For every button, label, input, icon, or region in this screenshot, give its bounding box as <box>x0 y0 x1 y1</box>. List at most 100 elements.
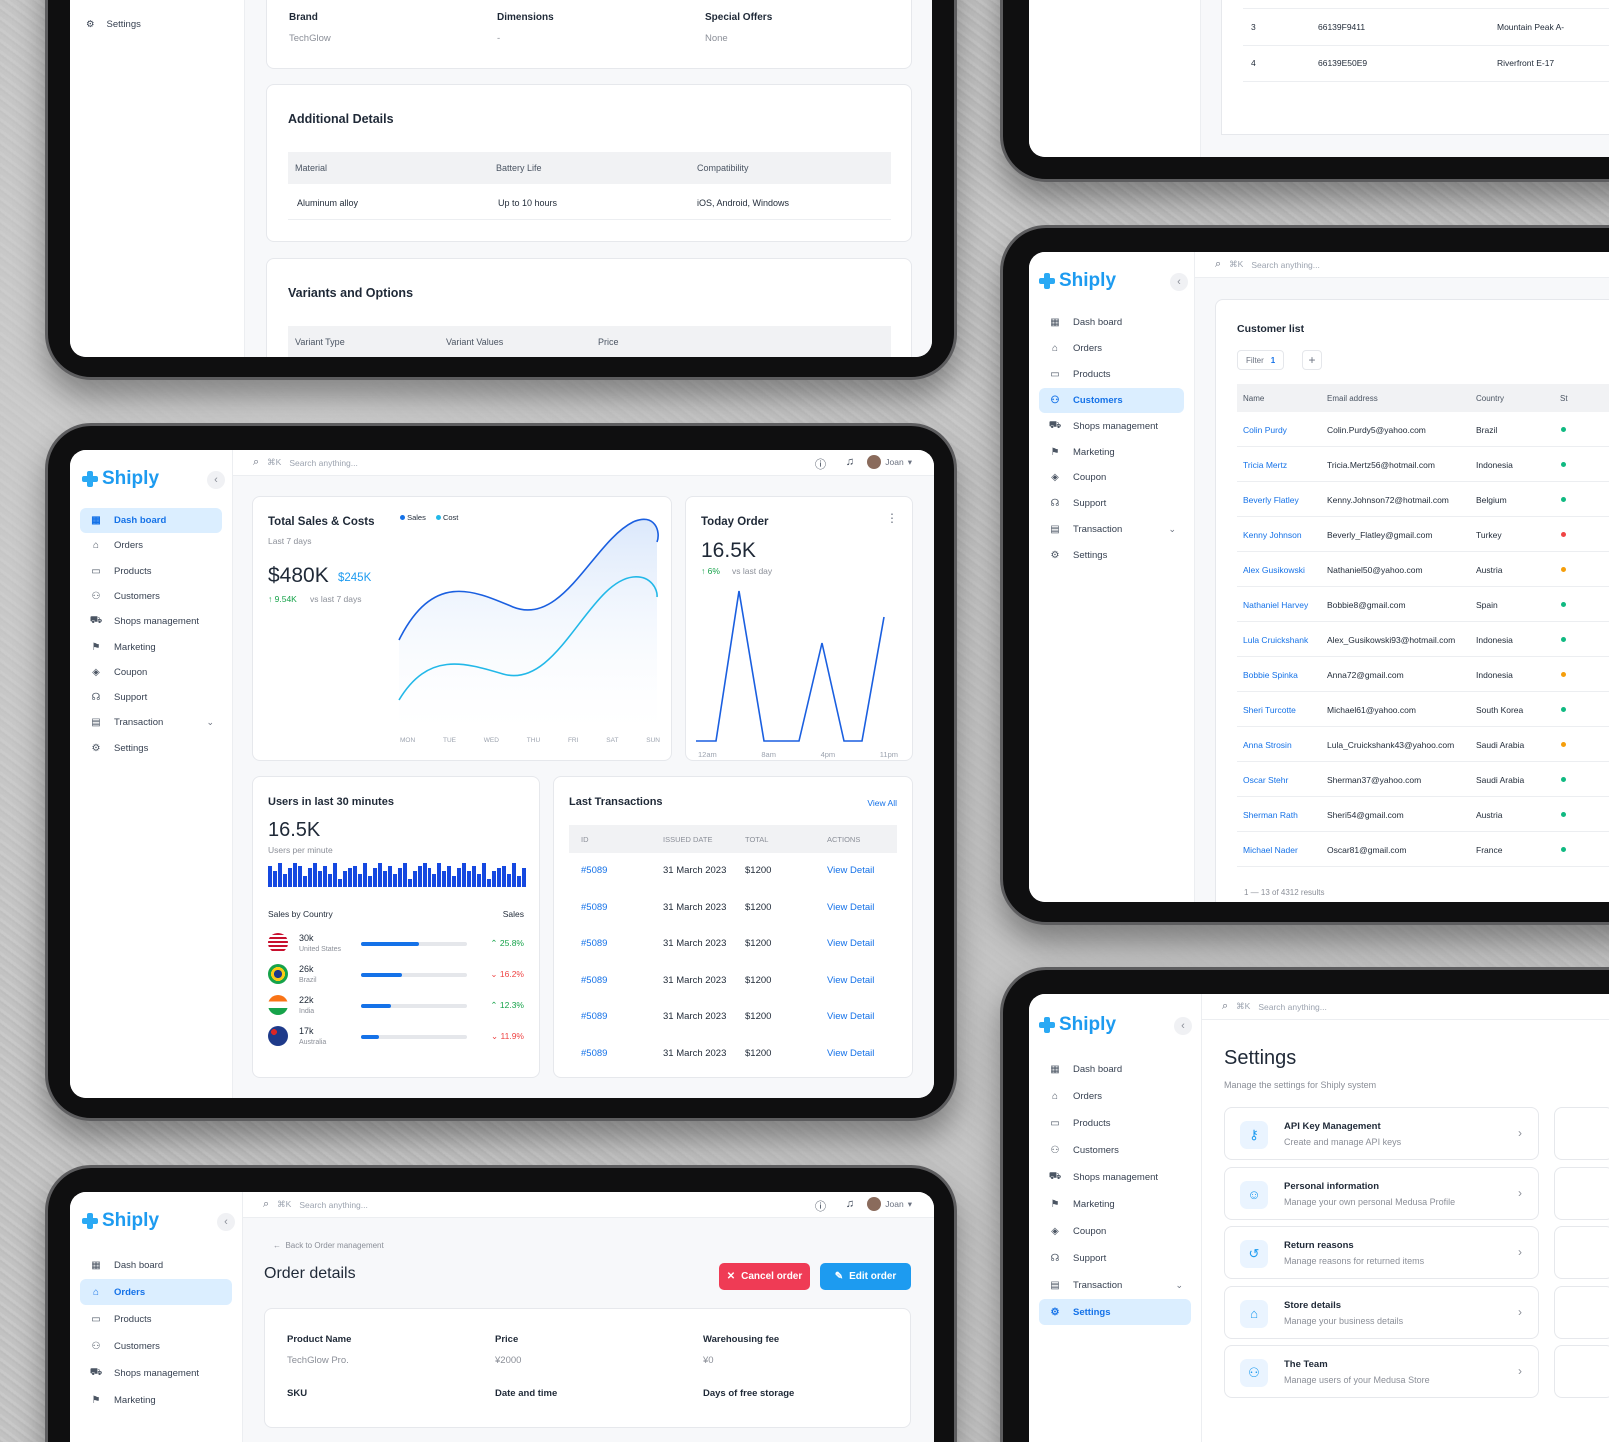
sidebar-item-shops[interactable]: ⛟ Shops management <box>1039 414 1184 439</box>
sidebar-item-dashboard[interactable]: ▦ Dash board <box>1039 310 1184 335</box>
sidebar-item-dashboard[interactable]: ▦ Dash board <box>80 1252 232 1278</box>
sidebar-item-customers[interactable]: ⚇ Customers <box>1039 387 1184 413</box>
transaction-id[interactable]: #5089 <box>581 1047 608 1059</box>
sidebar-item-coupon[interactable]: ◈ Coupon <box>1039 1218 1191 1244</box>
customer-row[interactable]: Colin Purdy Colin.Purdy5@yahoo.com Brazil <box>1237 412 1609 447</box>
customer-row[interactable]: Beverly Flatley Kenny.Johnson72@hotmail.c… <box>1237 482 1609 517</box>
view-detail-link[interactable]: View Detail <box>827 938 875 949</box>
customer-row[interactable]: Lula Cruickshank Alex_Gusikowski93@hotmai… <box>1237 622 1609 657</box>
collapse-sidebar-button[interactable]: ‹ <box>217 1213 235 1231</box>
search-input[interactable]: Search anything... <box>1258 1001 1327 1012</box>
view-detail-link[interactable]: View Detail <box>827 1011 875 1022</box>
customer-row[interactable]: Sheri Turcotte Michael61@yahoo.com South K… <box>1237 692 1609 727</box>
sidebar-item-dashboard[interactable]: ▦ Dash board <box>1039 1056 1191 1082</box>
user-menu[interactable]: Joan ▾ <box>867 455 912 469</box>
add-filter-button[interactable]: + <box>1302 350 1322 370</box>
search-input[interactable]: Search anything... <box>299 1199 368 1210</box>
customer-name[interactable]: Bobbie Spinka <box>1243 670 1298 680</box>
transaction-id[interactable]: #5089 <box>581 901 608 913</box>
settings-item[interactable]: ⚷ API Key Management Create and manage API… <box>1224 1107 1539 1160</box>
sidebar-item-products[interactable]: ▭ Products <box>1039 362 1184 387</box>
sidebar-item-shops[interactable]: ⛟ Shops management <box>80 609 222 634</box>
sidebar-item-marketing[interactable]: ⚑ Marketing <box>1039 440 1184 465</box>
sidebar-item-orders[interactable]: ⌂ Orders <box>1039 336 1184 361</box>
sidebar-item-products[interactable]: ▭ Products <box>80 1306 232 1332</box>
customer-row[interactable]: Nathaniel Harvey Bobbie8@gmail.com Spain <box>1237 587 1609 622</box>
sidebar-item-dashboard[interactable]: ▦ Dash board <box>80 508 222 533</box>
view-detail-link[interactable]: View Detail <box>827 865 875 876</box>
sidebar-item-transaction[interactable]: ▤ Transaction ⌄ <box>1039 517 1184 542</box>
customer-name[interactable]: Oscar Stehr <box>1243 775 1289 785</box>
edit-order-button[interactable]: ✎ Edit order <box>820 1263 911 1290</box>
sidebar-item-coupon[interactable]: ◈ Coupon <box>1039 465 1184 490</box>
customer-name[interactable]: Beverly Flatley <box>1243 495 1299 505</box>
view-detail-link[interactable]: View Detail <box>827 901 875 913</box>
transaction-id[interactable]: #5089 <box>581 865 608 876</box>
customer-name[interactable]: Sherman Rath <box>1243 810 1298 820</box>
sidebar-item-customers[interactable]: ⚇ Customers <box>80 1333 232 1359</box>
customer-name[interactable]: Michael Nader <box>1243 845 1298 855</box>
help-icon[interactable]: ⓘ <box>815 1201 826 1213</box>
sidebar-item-customers[interactable]: ⚇ Customers <box>80 584 222 609</box>
collapse-sidebar-button[interactable]: ‹ <box>1170 273 1188 291</box>
sidebar-item-support[interactable]: ☊ Support <box>1039 491 1184 516</box>
collapse-sidebar-button[interactable]: ‹ <box>207 471 225 489</box>
cancel-order-button[interactable]: ✕ Cancel order <box>719 1263 810 1290</box>
sidebar-item-transaction[interactable]: ▤ Transaction ⌄ <box>1039 1272 1191 1298</box>
sidebar-item-shops[interactable]: ⛟ Shops management <box>1039 1164 1191 1190</box>
sidebar-item-marketing[interactable]: ⚑ Marketing <box>1039 1191 1191 1217</box>
sidebar-item-settings[interactable]: ⚙ Settings <box>80 736 222 761</box>
sidebar-item-marketing[interactable]: ⚑ Marketing <box>80 1387 232 1413</box>
customer-row[interactable]: Alex Gusikowski Nathaniel50@yahoo.com Aust… <box>1237 552 1609 587</box>
sidebar-item-settings[interactable]: ⚙ Settings <box>86 19 141 30</box>
user-menu[interactable]: Joan ▾ <box>867 1197 912 1211</box>
customer-name[interactable]: Kenny Johnson <box>1243 530 1302 540</box>
settings-item[interactable]: ⌂ Store details Manage your business detai… <box>1224 1285 1539 1339</box>
customer-name[interactable]: Anna Strosin <box>1243 740 1292 750</box>
sidebar-item-products[interactable]: ▭ Products <box>1039 1110 1191 1136</box>
shiply-logo[interactable]: Shiply <box>82 1210 159 1232</box>
customer-row[interactable]: Tricia Mertz Tricia.Mertz56@hotmail.com In… <box>1237 447 1609 482</box>
shiply-logo[interactable]: Shiply <box>82 468 159 490</box>
sidebar-item-marketing[interactable]: ⚑ Marketing <box>80 635 222 660</box>
customer-row[interactable]: Michael Nader Oscar81@gmail.com France <box>1237 832 1609 867</box>
customer-row[interactable]: Sherman Rath Sheri54@gmail.com Austria <box>1237 797 1609 832</box>
customer-row[interactable]: Kenny Johnson Beverly_Flatley@gmail.com Tu… <box>1237 517 1609 552</box>
customer-row[interactable]: Oscar Stehr Sherman37@yahoo.com Saudi Arab… <box>1237 762 1609 797</box>
filter-button[interactable]: Filter 1 <box>1237 350 1285 370</box>
customer-name[interactable]: Colin Purdy <box>1243 425 1287 435</box>
more-options-icon[interactable]: ⋮ <box>886 511 898 525</box>
back-link[interactable]: ← Back to Order management <box>273 1241 384 1250</box>
sidebar-item-support[interactable]: ☊ Support <box>80 685 222 710</box>
customer-name[interactable]: Tricia Mertz <box>1243 460 1288 470</box>
customer-name[interactable]: Sheri Turcotte <box>1243 705 1296 715</box>
bell-icon[interactable]: ♫ <box>845 1198 854 1210</box>
sidebar-item-transaction[interactable]: ▤ Transaction ⌄ <box>80 710 222 735</box>
transaction-id[interactable]: #5089 <box>581 1011 608 1022</box>
search-input[interactable]: Search anything... <box>1251 259 1320 270</box>
help-icon[interactable]: ⓘ <box>815 459 826 471</box>
sidebar-item-settings[interactable]: ⚙ Settings <box>1039 1299 1191 1325</box>
sidebar-item-shops[interactable]: ⛟ Shops management <box>80 1360 232 1386</box>
sidebar-item-products[interactable]: ▭ Products <box>80 559 222 584</box>
settings-item[interactable]: ↺ Return reasons Manage reasons for return… <box>1224 1226 1539 1279</box>
collapse-sidebar-button[interactable]: ‹ <box>1174 1017 1192 1035</box>
customer-name[interactable]: Alex Gusikowski <box>1243 565 1305 575</box>
customer-row[interactable]: Anna Strosin Lula_Cruickshank43@yahoo.com… <box>1237 727 1609 762</box>
sidebar-item-coupon[interactable]: ◈ Coupon <box>80 660 222 685</box>
customer-row[interactable]: Bobbie Spinka Anna72@gmail.com Indonesia <box>1237 657 1609 692</box>
transaction-id[interactable]: #5089 <box>581 974 608 986</box>
shiply-logo[interactable]: Shiply <box>1039 1014 1116 1036</box>
settings-item[interactable]: ⚇ The Team Manage users of your Medusa Sto… <box>1224 1345 1539 1398</box>
transaction-id[interactable]: #5089 <box>581 938 608 949</box>
view-detail-link[interactable]: View Detail <box>827 974 875 986</box>
bell-icon[interactable]: ♫ <box>845 456 854 468</box>
sidebar-item-orders[interactable]: ⌂ Orders <box>80 1279 232 1305</box>
shiply-logo[interactable]: Shiply <box>1039 270 1116 292</box>
search-input[interactable]: Search anything... <box>289 457 358 468</box>
settings-item[interactable]: ☺ Personal information Manage your own per… <box>1224 1166 1539 1220</box>
view-detail-link[interactable]: View Detail <box>827 1047 875 1059</box>
sidebar-item-customers[interactable]: ⚇ Customers <box>1039 1137 1191 1163</box>
sidebar-item-orders[interactable]: ⌂ Orders <box>1039 1083 1191 1109</box>
customer-name[interactable]: Nathaniel Harvey <box>1243 600 1309 610</box>
